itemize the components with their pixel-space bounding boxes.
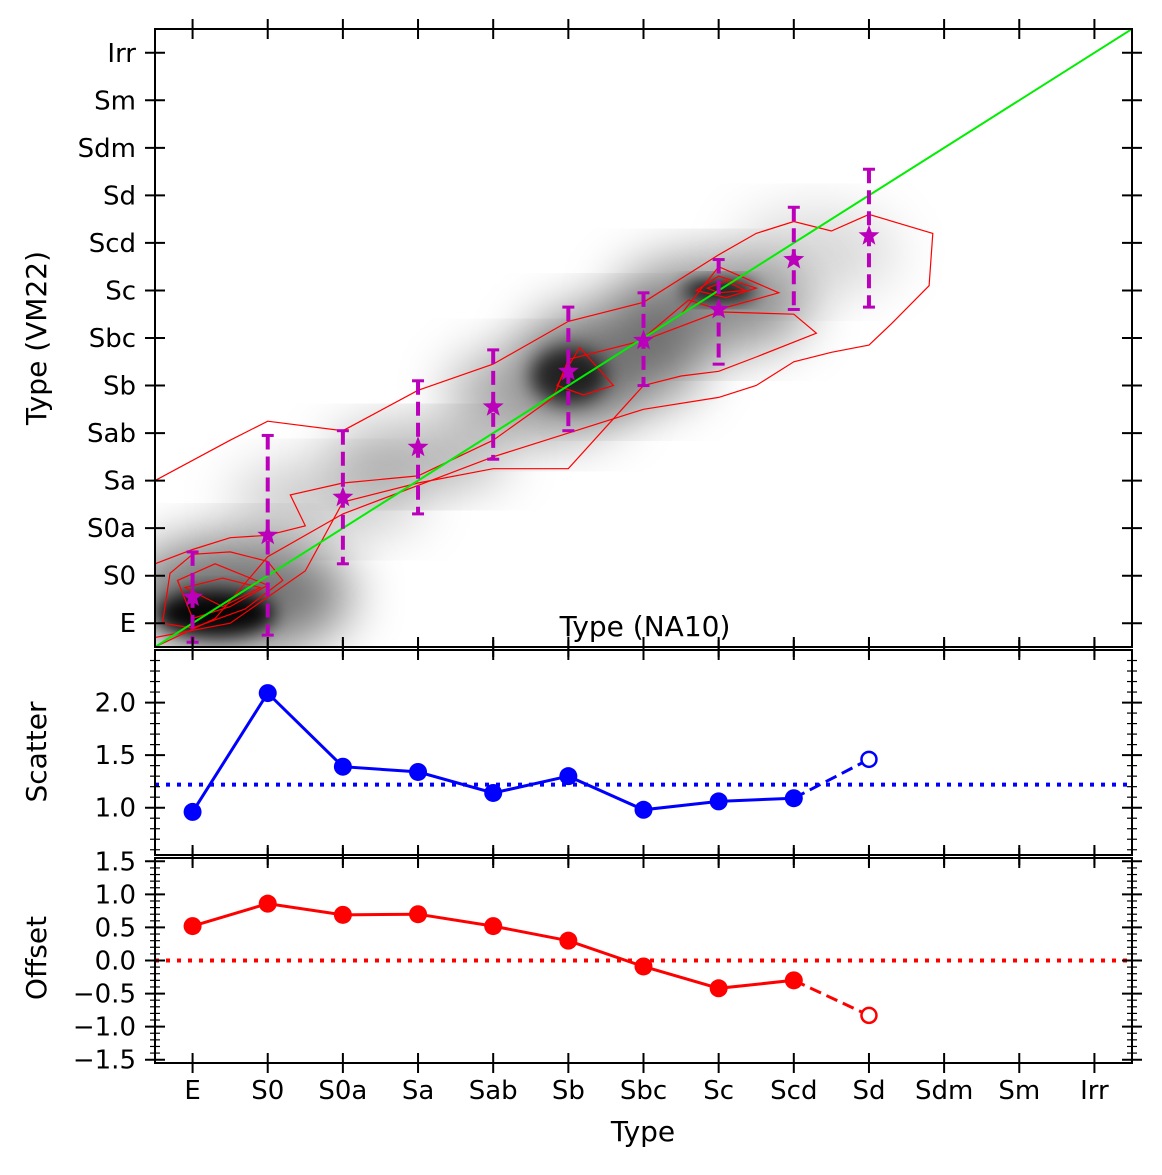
- density-contour: [176, 563, 270, 620]
- offset-series: [155, 894, 1132, 1025]
- y-tick-label: −0.5: [73, 980, 136, 1010]
- median-star: [783, 248, 805, 269]
- scatter-series: [155, 684, 1132, 821]
- x-tick-label: Sa: [402, 1076, 434, 1106]
- y-tick-label: Sc: [105, 276, 136, 306]
- density-blob: [733, 209, 900, 296]
- x-tick-label: Sdm: [915, 1076, 973, 1106]
- x-tick-label: Sb: [552, 1076, 585, 1106]
- y-tick-label: Sm: [94, 86, 136, 116]
- middle-y-axis-label: Scatter: [20, 701, 53, 803]
- series-point: [409, 762, 428, 781]
- y-tick-label: 0.0: [95, 947, 136, 977]
- y-tick-label: S0a: [87, 514, 136, 544]
- series-point: [634, 800, 653, 819]
- series-point: [409, 905, 428, 924]
- middle-panel: 1.0 1.5 2.0 Scatter: [20, 640, 1142, 865]
- x-tick-label: Scd: [770, 1076, 817, 1106]
- median-star: [257, 524, 279, 545]
- y-tick-label: −1.5: [73, 1046, 136, 1076]
- density-contours: [155, 213, 934, 647]
- y-tick-label: Sab: [87, 419, 136, 449]
- bottom-panel: −1.5−1.0−0.50.0 0.51.01.5 E S0 S0a Sa Sab Sb Sbc…: [20, 847, 1142, 1148]
- y-tick-label: Scd: [89, 229, 136, 259]
- density-contour: [155, 311, 818, 639]
- y-tick-label: S0: [103, 562, 136, 592]
- y-tick-label: E: [120, 609, 136, 639]
- series-point: [333, 905, 352, 924]
- y-tick-label: 2.0: [95, 689, 136, 719]
- x-tick-label: Irr: [1080, 1076, 1109, 1106]
- top-y-axis-label: Type (VM22): [20, 251, 53, 426]
- middle-panel-frame: [154, 649, 1133, 856]
- y-tick-label: 1.0: [95, 794, 136, 824]
- density-contour: [556, 346, 615, 396]
- bottom-x-axis-label: Type: [610, 1115, 675, 1148]
- median-star: [407, 436, 429, 457]
- y-tick-label: 1.5: [95, 741, 136, 771]
- series-point: [559, 767, 578, 786]
- series-point-open: [860, 1006, 878, 1025]
- series-point: [484, 917, 503, 936]
- density-map: [155, 209, 900, 647]
- median-star: [332, 486, 354, 507]
- density-contour: [183, 577, 262, 608]
- series-extrapolation: [793, 978, 870, 1017]
- x-tick-label: S0: [251, 1076, 284, 1106]
- top-panel: E S0 S0a Sa Sab Sb Sbc Sc Scd Sd Sdm Sm Irr Type (VM…: [20, 19, 1142, 657]
- series-extrapolation: [793, 758, 870, 800]
- x-tick-label: S0a: [318, 1076, 367, 1106]
- series-point: [484, 783, 503, 802]
- median-star: [482, 395, 504, 416]
- y-tick-label: Irr: [107, 39, 136, 69]
- bottom-panel-ticks: −1.5−1.0−0.50.0 0.51.01.5 E S0 S0a Sa Sab Sb Sbc…: [73, 847, 1142, 1106]
- bottom-y-axis-label: Offset: [20, 916, 53, 1000]
- series-point: [258, 894, 277, 913]
- series-point: [333, 757, 352, 776]
- x-tick-label: Sab: [469, 1076, 518, 1106]
- y-tick-label: −1.0: [73, 1013, 136, 1043]
- median-star: [633, 329, 654, 350]
- series-point: [183, 802, 202, 821]
- y-tick-label: Sdm: [78, 134, 136, 164]
- density-blob: [155, 589, 276, 638]
- x-tick-label: Sc: [703, 1076, 734, 1106]
- series-point: [784, 971, 803, 990]
- series-point: [559, 931, 578, 950]
- x-tick-label: Sm: [998, 1076, 1040, 1106]
- y-tick-label: Sa: [104, 467, 136, 497]
- median-star: [858, 224, 880, 245]
- series-point-open: [860, 750, 878, 769]
- y-tick-label: 1.5: [95, 847, 136, 877]
- series-point: [784, 789, 803, 808]
- median-star: [557, 360, 579, 381]
- series-point: [709, 979, 728, 998]
- series-line: [192, 902, 794, 990]
- x-tick-label: E: [184, 1076, 200, 1106]
- y-tick-label: Sd: [103, 181, 136, 211]
- y-tick-label: 0.5: [95, 913, 136, 943]
- density-contour: [155, 213, 934, 647]
- density-contour: [161, 551, 284, 629]
- middle-panel-ticks: 1.0 1.5 2.0: [95, 640, 1142, 865]
- top-inner-x-label: Type (NA10): [559, 610, 731, 643]
- median-points: [182, 167, 880, 644]
- median-star: [182, 586, 203, 606]
- y-tick-label: Sbc: [89, 324, 136, 354]
- series-point: [634, 957, 653, 976]
- series-point: [709, 792, 728, 811]
- series-point: [258, 684, 277, 703]
- x-tick-label: Sd: [852, 1076, 885, 1106]
- y-tick-label: Sb: [103, 372, 136, 402]
- y-tick-label: 1.0: [95, 880, 136, 910]
- series-point: [183, 917, 202, 936]
- x-tick-label: Sbc: [620, 1076, 667, 1106]
- top-panel-ticks: E S0 S0a Sa Sab Sb Sbc Sc Scd Sd Sdm Sm Irr: [78, 19, 1142, 657]
- density-contour: [694, 275, 759, 299]
- median-star: [708, 298, 730, 319]
